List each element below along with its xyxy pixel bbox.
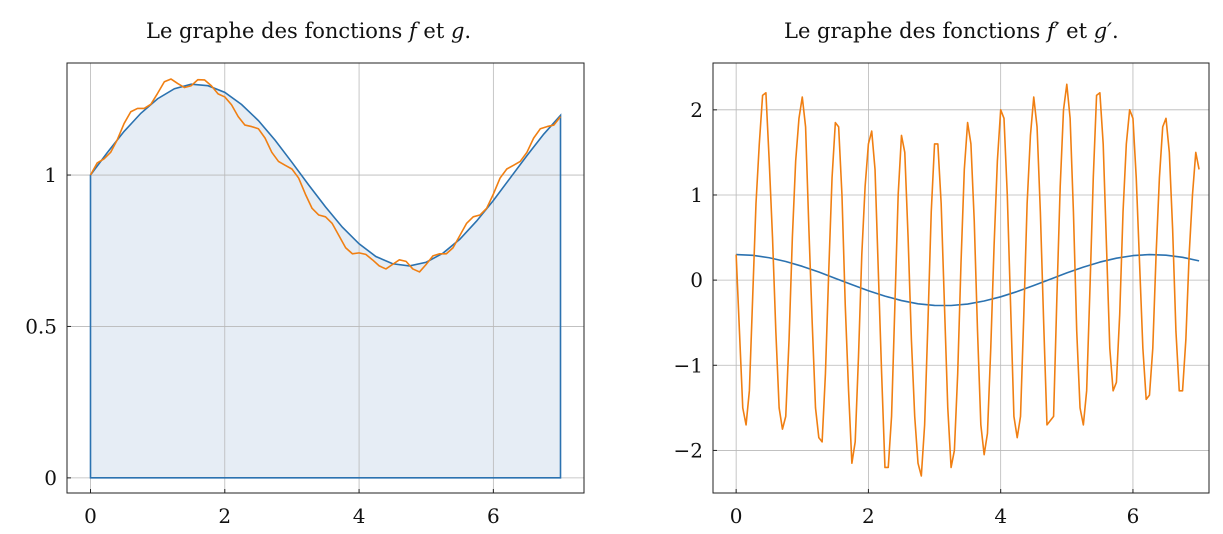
x-tick-label: 6 xyxy=(1127,504,1140,528)
y-tick-label: −1 xyxy=(674,353,703,377)
series-line-orange xyxy=(89,78,562,273)
y-tick-label: 0.5 xyxy=(25,314,57,338)
title-suffix: . xyxy=(1111,19,1119,43)
y-tick-label: 1 xyxy=(690,183,703,207)
x-tick-label: 0 xyxy=(84,504,97,528)
x-tick-label: 2 xyxy=(218,504,231,528)
x-tick-label: 2 xyxy=(862,504,875,528)
chart-fprime-gprime: 0 2 4 6 −2 −1 0 1 2 xyxy=(674,62,1210,528)
x-tick-label: 6 xyxy=(487,504,500,528)
area-under-f xyxy=(90,84,561,478)
f-prime-symbol: f′ xyxy=(1046,19,1060,43)
chart-title-left: Le graphe des fonctions f et g. xyxy=(146,19,471,43)
title-suffix: . xyxy=(464,19,472,43)
area-outline xyxy=(89,83,562,479)
x-tick-label: 0 xyxy=(730,504,743,528)
title-conj: et xyxy=(1066,19,1088,43)
y-tick-label: 1 xyxy=(44,163,57,187)
title-conj: et xyxy=(423,19,445,43)
title-prefix: Le graphe des fonctions xyxy=(146,19,403,43)
y-tick-label: −2 xyxy=(674,438,703,462)
plot-frame xyxy=(66,62,585,494)
chart-title-right: Le graphe des fonctions f′ et g′. xyxy=(784,19,1119,43)
title-prefix: Le graphe des fonctions xyxy=(784,19,1041,43)
chart-f-g: 0 2 4 6 0 0.5 1 xyxy=(25,62,585,528)
y-tick-label: 0 xyxy=(690,268,703,292)
g-symbol: g xyxy=(450,19,465,43)
f-symbol: f xyxy=(408,19,417,43)
y-tick-label: 0 xyxy=(44,466,57,490)
plot-frame xyxy=(712,62,1210,494)
x-tick-label: 4 xyxy=(353,504,366,528)
y-tick-label: 2 xyxy=(690,98,703,122)
x-tick-label: 4 xyxy=(994,504,1007,528)
series-line-orange xyxy=(735,83,1200,477)
g-prime-symbol: g′ xyxy=(1093,19,1112,43)
